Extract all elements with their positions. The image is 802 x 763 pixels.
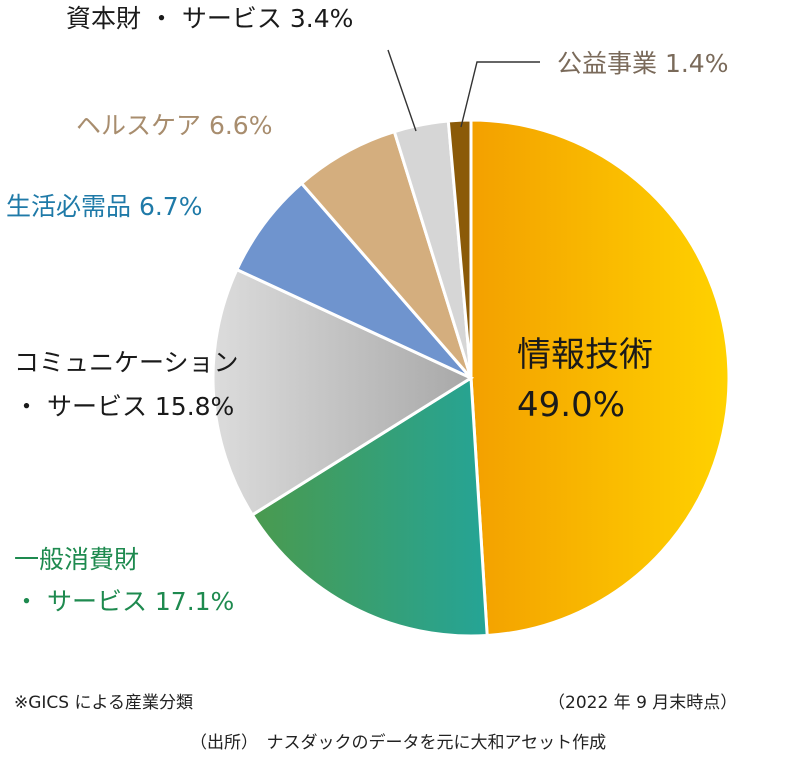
classification-note: ※GICS による産業分類 [14, 693, 193, 713]
slice-label-0-line-1: 49.0% [517, 385, 625, 425]
pie-slice-1 [250, 375, 489, 638]
slice-label-1-line-0: 一般消費財 [14, 545, 139, 574]
slice-label-0-line-0: 情報技術 [517, 335, 653, 375]
source-note: （出所） ナスダックのデータを元に大和アセット作成 [190, 733, 607, 753]
date-note: （2022 年 9 月末時点） [548, 693, 738, 713]
pie-slice-3 [234, 181, 473, 380]
slice-label-2-line-0: コミュニケーション [14, 348, 239, 377]
slice-label-2-line-1: ・ サービス 15.8% [14, 392, 234, 421]
slice-label-3-line-0: 生活必需品 6.7% [6, 192, 202, 221]
leader-line-utilities [460, 61, 540, 128]
pie-chart: 情報技術 49.0% 一般消費財・ サービス 17.1% コミュニケーション・ サービ… [6, 4, 731, 638]
pie-slice-2 [211, 267, 475, 517]
slice-label-4-line-0: ヘルスケア 6.6% [76, 111, 272, 140]
pie-slice-6 [446, 118, 473, 379]
slice-label-1-line-1: ・ サービス 17.1% [14, 587, 234, 616]
pie-slice-0 [469, 118, 731, 638]
slice-label-6-line-0: 公益事業 1.4% [557, 49, 728, 78]
slice-label-5-line-0: 資本財 ・ サービス 3.4% [66, 4, 353, 33]
leader-line-capital-goods [387, 49, 417, 132]
